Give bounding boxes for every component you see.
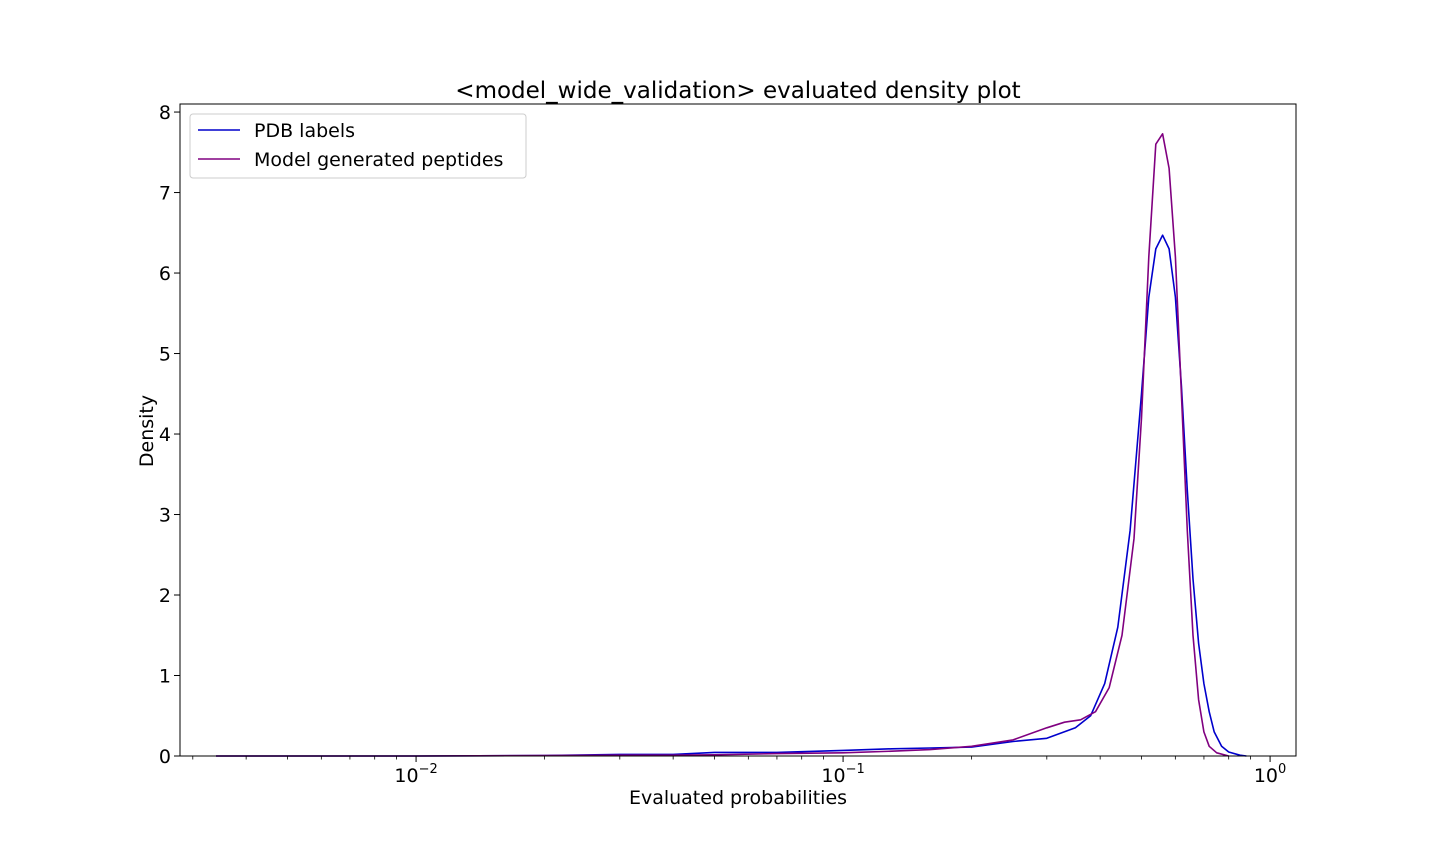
series-layer	[216, 133, 1247, 757]
y-tick-label: 6	[159, 263, 171, 285]
legend-label-model-generated-peptides: Model generated peptides	[254, 149, 503, 171]
y-tick-label: 5	[159, 344, 171, 366]
x-tick-label: 100	[1254, 762, 1286, 787]
plot-area	[179, 103, 1297, 757]
legend-label-pdb-labels: PDB labels	[254, 120, 355, 142]
y-tick-label: 7	[159, 183, 171, 205]
series-line-model-generated-peptides	[216, 133, 1229, 757]
y-tick-label: 1	[159, 666, 171, 688]
legend-box	[189, 113, 527, 179]
y-axis-label: Density	[136, 395, 158, 467]
y-tick-label: 0	[159, 746, 171, 768]
y-tick-label: 3	[159, 505, 171, 527]
plot-frame	[179, 103, 1297, 757]
y-tick-label: 8	[159, 102, 171, 124]
legend: PDB labels Model generated peptides	[189, 113, 527, 179]
y-tick-label: 2	[159, 585, 171, 607]
series-line-pdb-labels	[216, 234, 1247, 757]
y-tick-label: 4	[159, 424, 171, 446]
x-tick-label: 10−2	[394, 762, 437, 787]
x-tick-label: 10−1	[821, 762, 864, 787]
x-axis: 10−2 10−1 100	[192, 756, 1286, 787]
chart-title: <model_wide_validation> evaluated densit…	[455, 78, 1020, 104]
x-axis-label: Evaluated probabilities	[629, 787, 847, 809]
y-axis: 0 1 2 3 4 5 6 7 8	[159, 102, 180, 768]
